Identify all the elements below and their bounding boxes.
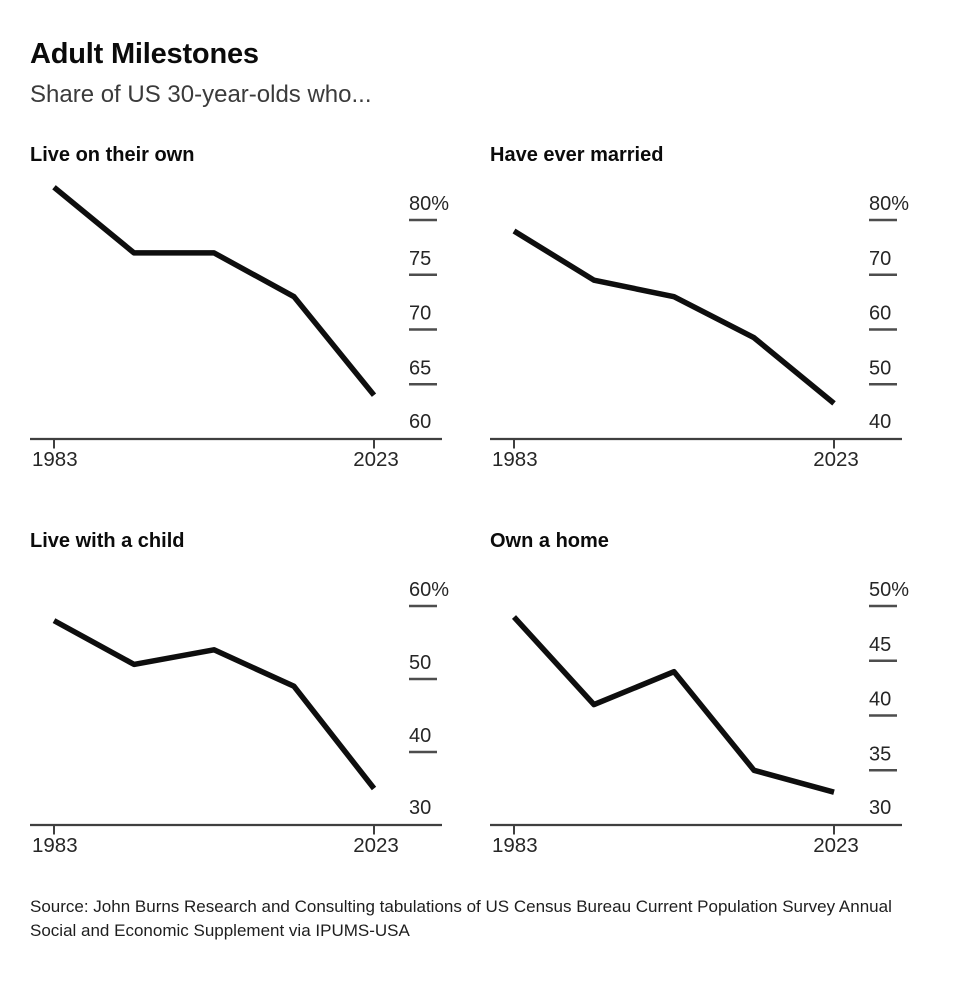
y-axis-tick-label: 75: [409, 248, 431, 270]
chart-title: Live with a child: [30, 530, 185, 552]
x-axis-label-end: 2023: [353, 834, 399, 857]
page: Adult Milestones Share of US 30-year-old…: [30, 38, 959, 940]
chart-own-a-home: 50% 45 40 35 30 1983 2023: [490, 579, 909, 857]
x-axis-label-end: 2023: [813, 834, 859, 857]
chart-have-ever-married: 80% 70 60 50 40 1983 2023: [490, 193, 909, 471]
y-axis-tick-label: 40: [409, 725, 431, 747]
y-axis-tick-label: 35: [869, 743, 891, 765]
chart-live-with-a-child: 60% 50 40 30 1983 2023: [30, 579, 449, 857]
chart-panel-have-ever-married: Have ever married 80% 70 60 50 40 1983 2023: [490, 145, 950, 485]
chart-panel-own-a-home: Own a home 50% 45 40 35 30 1983 2023: [490, 531, 950, 871]
y-axis-tick-label: 50%: [869, 579, 909, 601]
y-axis-tick-label: 30: [409, 797, 431, 819]
x-axis-label-start: 1983: [492, 448, 538, 471]
x-axis-label-end: 2023: [353, 448, 399, 471]
y-axis-tick-label: 30: [869, 797, 891, 819]
chart-title: Have ever married: [490, 144, 664, 166]
y-axis-tick-label: 60: [409, 411, 431, 433]
source-note: Source: John Burns Research and Consulti…: [30, 897, 892, 940]
chart-title: Live on their own: [30, 144, 195, 166]
y-axis-tick-label: 45: [869, 634, 891, 656]
x-axis-label-start: 1983: [32, 834, 78, 857]
charts-grid: Live on their own 80% 75 70 65 60 1983 2023 Have…: [30, 145, 959, 871]
y-axis-tick-label: 80%: [869, 193, 909, 215]
y-axis-tick-label: 70: [409, 303, 431, 325]
chart-panel-live-with-a-child: Live with a child 60% 50 40 30 1983 2023: [30, 531, 490, 871]
x-axis-label-start: 1983: [32, 448, 78, 471]
y-axis-tick-label: 60%: [409, 579, 449, 601]
page-title: Adult Milestones: [30, 38, 259, 70]
series-line: [511, 615, 835, 795]
chart-title: Own a home: [490, 530, 609, 552]
y-axis-tick-label: 50: [869, 357, 891, 379]
y-axis-tick-label: 80%: [409, 193, 449, 215]
chart-live-on-their-own: 80% 75 70 65 60 1983 2023: [30, 185, 449, 471]
y-axis-tick-label: 65: [409, 357, 431, 379]
page-subtitle: Share of US 30-year-olds who...: [30, 81, 372, 108]
x-axis-label-start: 1983: [492, 834, 538, 857]
series-line: [52, 618, 377, 791]
series-line: [512, 228, 836, 406]
y-axis-tick-label: 40: [869, 689, 891, 711]
y-axis-tick-label: 50: [409, 652, 431, 674]
series-line: [52, 185, 377, 397]
y-axis-tick-label: 70: [869, 248, 891, 270]
chart-panel-live-on-their-own: Live on their own 80% 75 70 65 60 1983 2023: [30, 145, 490, 485]
x-axis-label-end: 2023: [813, 448, 859, 471]
y-axis-tick-label: 60: [869, 303, 891, 325]
y-axis-tick-label: 40: [869, 411, 891, 433]
